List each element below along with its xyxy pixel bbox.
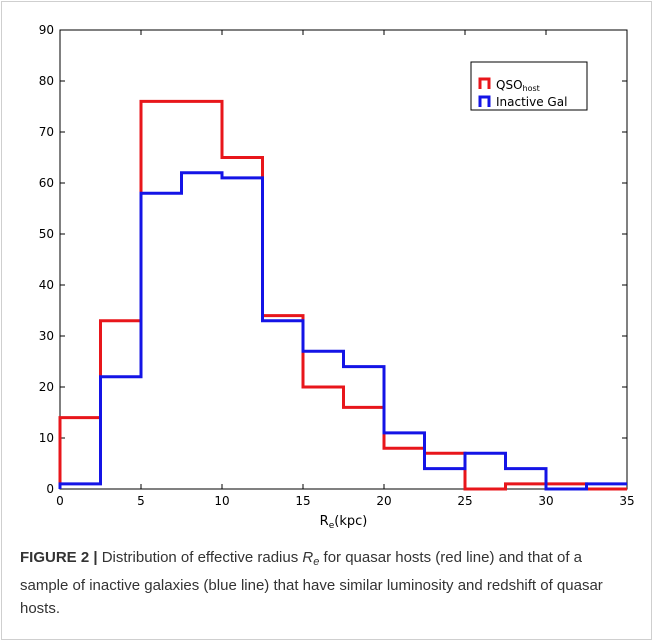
series-line-inactive-gal (58, 171, 627, 491)
x-axis: 0 5 10 15 20 25 30 35 (56, 30, 635, 508)
y-axis: 0 10 20 30 40 50 60 70 80 90 (39, 23, 627, 496)
caption-figure-label: FIGURE 2 | (20, 549, 98, 566)
x-axis-label-main: R (320, 514, 329, 529)
y-tick-label-7: 70 (39, 125, 54, 139)
legend-label-qso-host: QSOhost (496, 78, 540, 93)
legend-swatch-qso-host (478, 77, 491, 89)
caption-text-after: for quasar hosts (red line) and that of … (20, 549, 603, 617)
x-tick-label-4: 20 (376, 494, 391, 508)
x-tick-label-1: 5 (137, 494, 145, 508)
y-tick-label-9: 90 (39, 23, 54, 37)
histogram-chart: 0 10 20 30 40 50 60 70 80 90 0 5 10 15 20 25 30 35 Re(kp… (39, 23, 635, 531)
caption-text-before: Distribution of effective radius (101, 549, 299, 566)
series-layer (58, 99, 627, 491)
y-tick-label-1: 10 (39, 431, 54, 445)
y-tick-label-8: 80 (39, 74, 54, 88)
x-axis-label-sub: e (329, 521, 335, 531)
plot-area (59, 29, 628, 490)
figure-caption: FIGURE 2 | Distribution of effective rad… (20, 546, 630, 620)
legend-label-inactive-gal: Inactive Gal (496, 95, 567, 109)
y-tick-label-0: 0 (46, 482, 54, 496)
x-axis-label-unit: (kpc) (334, 514, 367, 529)
x-tick-label-2: 10 (214, 494, 229, 508)
y-tick-label-2: 20 (39, 380, 54, 394)
caption-symbol: Re (302, 549, 320, 568)
x-tick-label-5: 25 (457, 494, 472, 508)
series-line-qso-host (58, 99, 627, 491)
legend: QSOhost Inactive Gal (470, 61, 588, 111)
x-tick-label-0: 0 (56, 494, 64, 508)
x-tick-label-3: 15 (295, 494, 310, 508)
x-tick-label-7: 35 (619, 494, 634, 508)
y-tick-label-6: 60 (39, 176, 54, 190)
x-tick-label-6: 30 (538, 494, 553, 508)
legend-swatch-inactive-gal (478, 95, 491, 107)
y-tick-label-5: 50 (39, 227, 54, 241)
y-tick-label-4: 40 (39, 278, 54, 292)
y-tick-label-3: 30 (39, 329, 54, 343)
x-axis-label: Re(kpc) (320, 514, 368, 531)
